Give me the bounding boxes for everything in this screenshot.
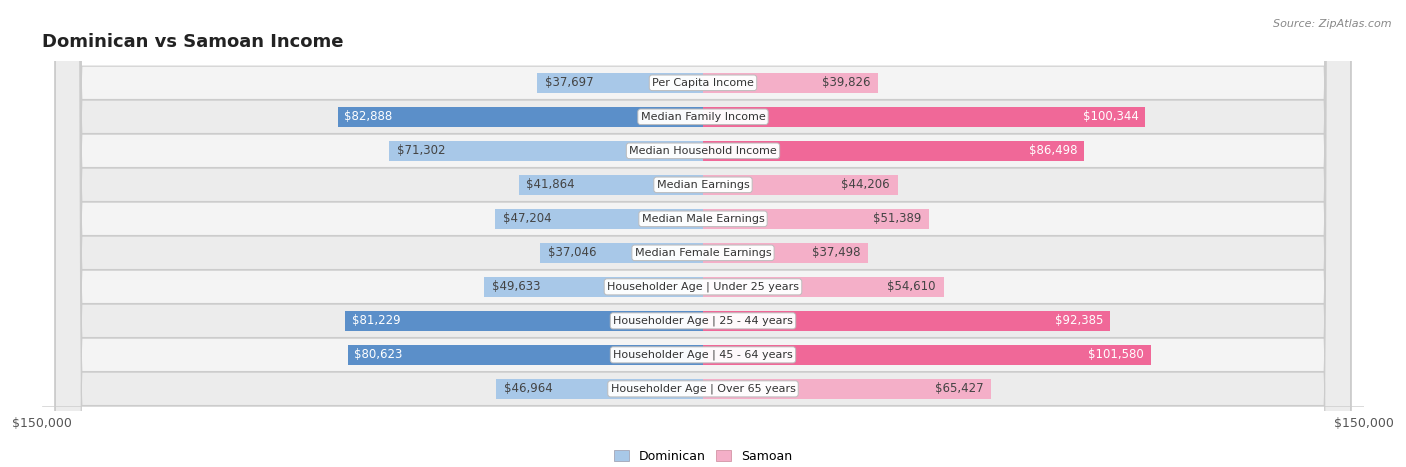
Bar <box>703 175 898 195</box>
Text: Dominican vs Samoan Income: Dominican vs Samoan Income <box>42 33 343 51</box>
Bar <box>703 345 1150 365</box>
Text: $37,498: $37,498 <box>811 246 860 259</box>
Text: Median Household Income: Median Household Income <box>628 146 778 156</box>
Bar <box>703 379 991 399</box>
FancyBboxPatch shape <box>55 0 1351 467</box>
Text: $82,888: $82,888 <box>344 110 392 123</box>
Text: Householder Age | Over 65 years: Householder Age | Over 65 years <box>610 383 796 394</box>
Text: $41,864: $41,864 <box>526 178 575 191</box>
Bar <box>519 175 703 195</box>
Text: $44,206: $44,206 <box>841 178 890 191</box>
Bar <box>496 379 703 399</box>
FancyBboxPatch shape <box>55 0 1351 467</box>
Text: $81,229: $81,229 <box>352 314 401 327</box>
Bar <box>347 345 703 365</box>
Text: Householder Age | 45 - 64 years: Householder Age | 45 - 64 years <box>613 350 793 360</box>
Text: $47,204: $47,204 <box>503 212 551 226</box>
Text: Median Male Earnings: Median Male Earnings <box>641 214 765 224</box>
Text: Median Family Income: Median Family Income <box>641 112 765 122</box>
Text: $101,580: $101,580 <box>1088 348 1144 361</box>
Text: $71,302: $71,302 <box>396 144 446 157</box>
Text: $54,610: $54,610 <box>887 280 935 293</box>
Text: $39,826: $39,826 <box>823 76 870 89</box>
FancyBboxPatch shape <box>55 0 1351 467</box>
Text: Per Capita Income: Per Capita Income <box>652 78 754 88</box>
Text: $65,427: $65,427 <box>935 382 983 396</box>
Text: Source: ZipAtlas.com: Source: ZipAtlas.com <box>1274 19 1392 28</box>
Bar <box>389 141 703 161</box>
Text: $92,385: $92,385 <box>1054 314 1104 327</box>
Text: Median Female Earnings: Median Female Earnings <box>634 248 772 258</box>
Text: Householder Age | Under 25 years: Householder Age | Under 25 years <box>607 282 799 292</box>
Text: $37,697: $37,697 <box>546 76 593 89</box>
Text: $86,498: $86,498 <box>1029 144 1077 157</box>
FancyBboxPatch shape <box>55 0 1351 467</box>
Text: $46,964: $46,964 <box>503 382 553 396</box>
FancyBboxPatch shape <box>55 0 1351 467</box>
Bar <box>337 107 703 127</box>
Bar <box>344 311 703 331</box>
Text: $37,046: $37,046 <box>548 246 596 259</box>
FancyBboxPatch shape <box>55 0 1351 467</box>
Bar <box>540 243 703 263</box>
FancyBboxPatch shape <box>55 0 1351 467</box>
Text: $51,389: $51,389 <box>873 212 921 226</box>
Text: $100,344: $100,344 <box>1083 110 1139 123</box>
Bar <box>703 107 1144 127</box>
Text: Householder Age | 25 - 44 years: Householder Age | 25 - 44 years <box>613 316 793 326</box>
Bar <box>537 73 703 92</box>
FancyBboxPatch shape <box>55 0 1351 467</box>
Bar <box>703 277 943 297</box>
Bar <box>484 277 703 297</box>
Bar <box>495 209 703 229</box>
Legend: Dominican, Samoan: Dominican, Samoan <box>609 445 797 467</box>
FancyBboxPatch shape <box>55 0 1351 467</box>
Text: $80,623: $80,623 <box>354 348 402 361</box>
Bar <box>703 73 879 92</box>
Bar <box>703 243 868 263</box>
Bar <box>703 141 1084 161</box>
Text: Median Earnings: Median Earnings <box>657 180 749 190</box>
FancyBboxPatch shape <box>55 0 1351 467</box>
Text: $49,633: $49,633 <box>492 280 541 293</box>
Bar <box>703 311 1109 331</box>
Bar <box>703 209 929 229</box>
